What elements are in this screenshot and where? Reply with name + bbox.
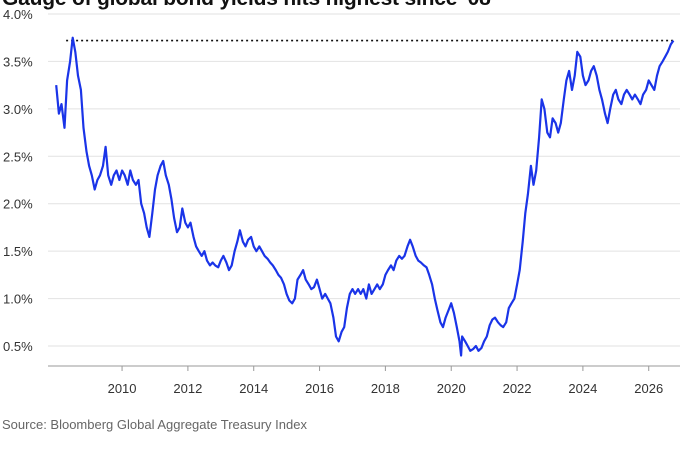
y-tick-label: 4.0%: [3, 7, 33, 22]
y-tick-label: 0.5%: [3, 339, 33, 354]
y-tick-label: 1.0%: [3, 292, 33, 307]
x-tick-label: 2012: [173, 381, 202, 396]
x-tick-label: 2016: [305, 381, 334, 396]
x-tick-label: 2022: [503, 381, 532, 396]
chart-title: Gauge of global bond yields hits highest…: [2, 0, 491, 11]
y-tick-label: 2.5%: [3, 149, 33, 164]
x-tick-label: 2026: [634, 381, 663, 396]
y-tick-label: 3.5%: [3, 54, 33, 69]
series-line: [55, 36, 675, 357]
x-tick-label: 2024: [568, 381, 597, 396]
y-axis-ticks: 0.5% 1.0% 1.5% 2.0% 2.5% 3.0% 3.5% 4.0%: [3, 7, 33, 354]
x-tick-label: 2014: [239, 381, 268, 396]
x-tick-label: 2010: [108, 381, 137, 396]
line-chart: 0.5%1.0%1.5%2.0%2.5%3.0%3.5%4.0% 2010 201…: [3, 7, 680, 396]
y-tick-label: 1.5%: [3, 244, 33, 259]
source-note: Source: Bloomberg Global Aggregate Treas…: [2, 417, 307, 432]
x-axis-ticks: 2010 2012 2014 2016 2018 2020 2022 2024 2026: [108, 366, 663, 396]
y-tick-label: 3.0%: [3, 102, 33, 117]
x-tick-label: 2018: [371, 381, 400, 396]
y-tick-label: 2.0%: [3, 197, 33, 212]
gridlines: [48, 13, 680, 347]
x-tick-label: 2020: [437, 381, 466, 396]
